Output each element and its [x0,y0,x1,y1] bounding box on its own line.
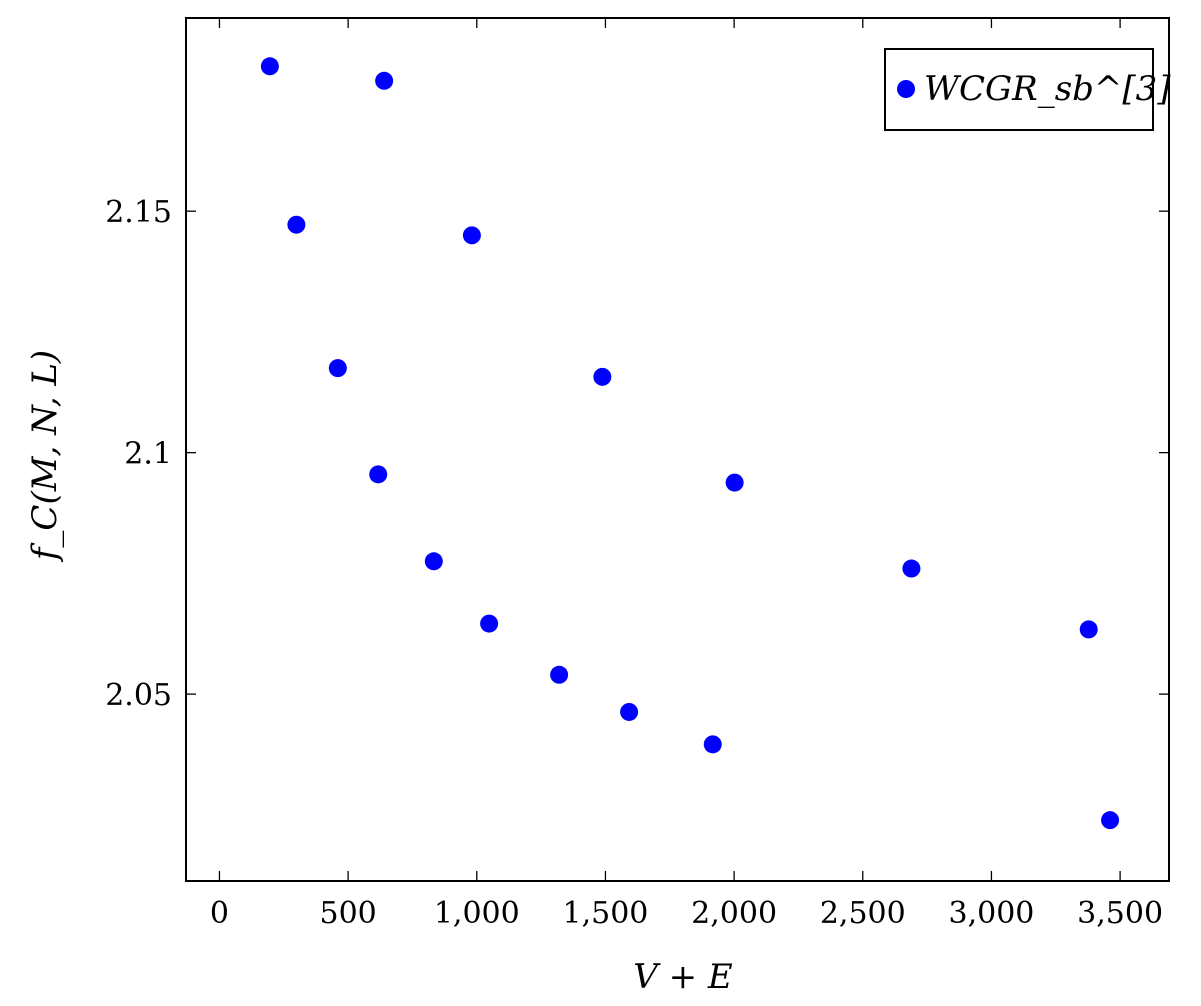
y-axis-ticks: 2.05 2.1 2.15 [105,195,1169,713]
x-tick-label: 1,500 [563,896,649,931]
data-point [480,614,499,633]
x-axis-label: V + E [633,957,733,997]
data-point [620,702,639,721]
x-tick-label: 500 [319,896,376,931]
y-axis-label: f_C(M, N, L) [25,350,65,563]
x-tick-label: 2,500 [820,896,906,931]
x-axis-ticks: 0 500 1,000 1,500 2,000 2,500 3,000 3,500 [210,18,1163,931]
legend: WCGR_sb^[3] [884,48,1171,131]
data-point [550,665,569,684]
legend-label: WCGR_sb^[3] [924,69,1171,109]
plot-frame [185,17,1170,882]
y-tick-label: 2.05 [105,678,172,713]
data-point [462,226,481,245]
x-tick-label: 3,500 [1077,896,1163,931]
data-point [375,71,394,90]
y-tick-label: 2.1 [124,437,172,472]
data-point [260,57,279,76]
data-point [703,735,722,754]
data-point [902,559,921,578]
data-point [287,215,306,234]
x-tick-label: 3,000 [948,896,1034,931]
legend-box [884,48,1154,131]
x-tick-label: 1,000 [434,896,520,931]
data-point [593,367,612,386]
data-point [424,552,443,571]
data-point [725,473,744,492]
data-point [1079,620,1098,639]
data-point [369,465,388,484]
data-points [260,57,1120,830]
y-tick-label: 2.15 [105,195,172,230]
legend-marker [897,80,915,98]
x-tick-label: 2,000 [691,896,777,931]
data-point [328,359,347,378]
data-point [1101,811,1120,830]
x-tick-label: 0 [210,896,229,931]
